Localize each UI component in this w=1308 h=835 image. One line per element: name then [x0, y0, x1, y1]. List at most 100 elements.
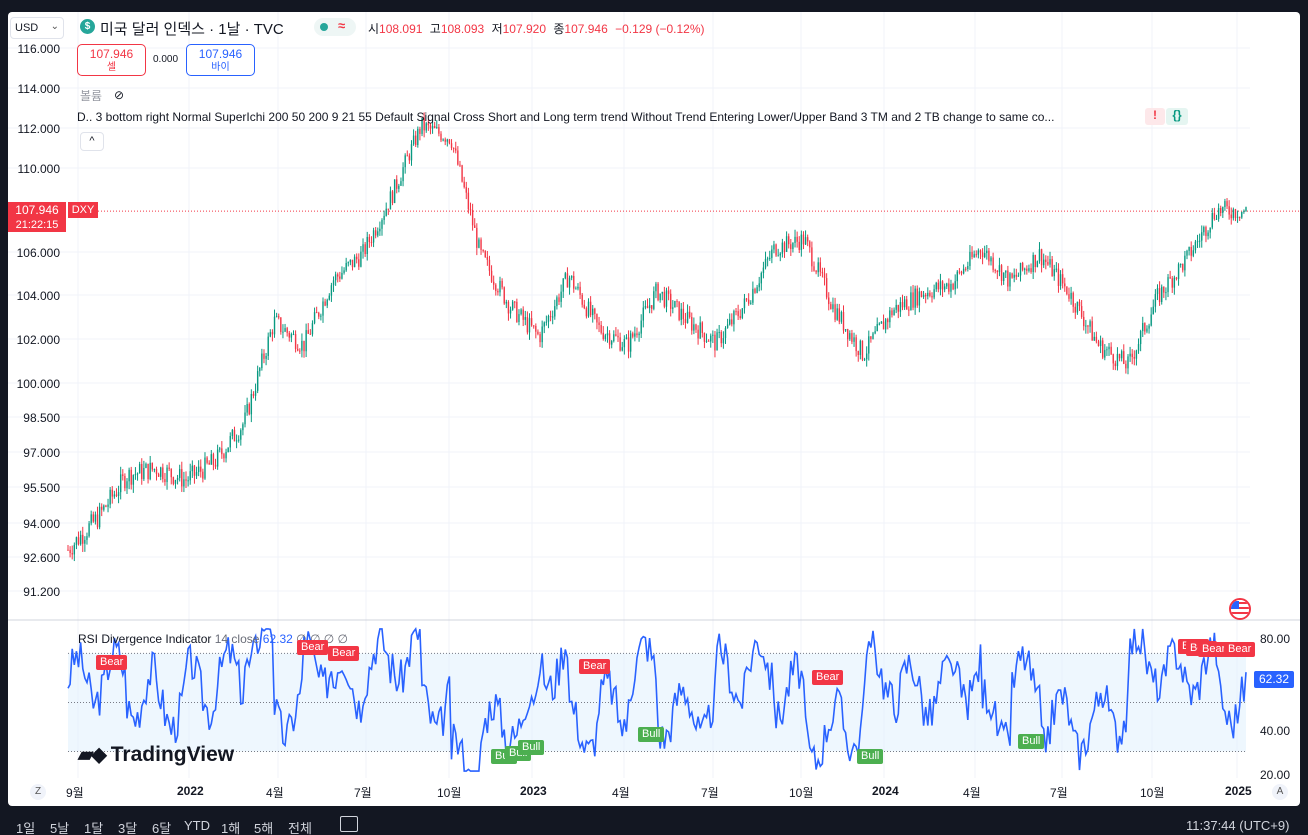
candle-body [343, 270, 345, 273]
candle-body [903, 299, 906, 308]
candle-body [117, 492, 120, 496]
candle-body [1171, 278, 1173, 288]
candle-body [356, 256, 358, 260]
sell-button[interactable]: 107.946 셀 [77, 44, 146, 76]
candle-body [1226, 201, 1228, 207]
time-axis[interactable]: Z 9월 2022 4월 7월 10월 2023 4월 7월 10월 2024 4월 7월 10월 202… [8, 778, 1300, 806]
candle-body [1059, 274, 1062, 286]
candle-body [674, 301, 676, 308]
candle-body [684, 319, 687, 323]
clock[interactable]: 11:37:44 (UTC+9) [1186, 818, 1290, 833]
candle-body [712, 334, 714, 336]
timeframe-button[interactable]: 5해 [254, 821, 274, 835]
candle-body [514, 301, 516, 303]
chart-canvas[interactable] [8, 12, 1300, 806]
timeframe-button[interactable]: 1달 [84, 821, 104, 835]
timeframe-button[interactable]: 3달 [118, 821, 138, 835]
calendar-range-icon[interactable] [340, 816, 358, 832]
candle-body [267, 336, 269, 356]
candle-body [178, 469, 181, 479]
volume-label[interactable]: 볼륨 [80, 89, 103, 103]
timeframe-button[interactable]: 1일 [16, 821, 36, 835]
candle-body [581, 294, 583, 305]
candle-body [455, 148, 457, 151]
timeframe-button[interactable]: 6달 [152, 821, 172, 835]
symbol-select[interactable]: USD ⌄ [10, 17, 64, 39]
candle-body [216, 449, 219, 467]
collapse-legend-button[interactable]: ^ [80, 132, 104, 151]
candle-body [729, 319, 731, 325]
candle-body [492, 281, 495, 285]
bear-signal: Bear [96, 655, 128, 670]
indicator-legend[interactable]: D.. 3 bottom right Normal SuperIchi 200 … [77, 110, 1055, 124]
dollar-icon: $ [80, 19, 95, 34]
candle-body [497, 290, 499, 293]
time-axis-label: 9월 [66, 786, 84, 800]
page-title[interactable]: 미국 달러 인덱스 · 1날 · TVC [100, 21, 284, 38]
candle-body [604, 335, 607, 339]
candle-body [200, 466, 202, 472]
last-price-tag: 107.946 21:22:15 DXY [8, 202, 98, 232]
candle-body [933, 289, 935, 298]
candle-body [130, 469, 132, 485]
timeframe-button[interactable]: 전체 [288, 821, 312, 835]
candle-body [606, 333, 609, 336]
candle-body [884, 319, 887, 330]
source-code-icon[interactable]: {} [1166, 108, 1188, 125]
candle-body [1118, 353, 1121, 359]
candle-body [754, 288, 756, 293]
candle-body [619, 337, 621, 351]
candle-body [1026, 268, 1028, 271]
candle-body [832, 304, 834, 310]
candle-body [406, 155, 408, 157]
timeframe-button[interactable]: YTD [184, 818, 210, 833]
eye-hidden-icon[interactable]: ⊘ [114, 88, 125, 102]
candle-body [893, 309, 895, 316]
buy-button[interactable]: 107.946 바이 [186, 44, 255, 76]
timeframe-button[interactable]: 1해 [221, 821, 241, 835]
candle-body [1104, 350, 1106, 358]
us-flag-icon[interactable] [1229, 598, 1251, 620]
tradingview-logo[interactable]: ▰◆ TradingView [78, 742, 234, 767]
buy-price: 107.946 [198, 47, 243, 61]
candle-body [1234, 209, 1237, 218]
candle-body [813, 266, 815, 271]
candle-body [600, 325, 602, 333]
error-badge-icon[interactable]: ! [1145, 108, 1165, 125]
candle-body [739, 316, 741, 318]
candle-body [349, 259, 352, 263]
candle-body [1205, 227, 1207, 237]
candle-body [625, 337, 628, 339]
candle-body [212, 454, 215, 465]
candle-body [1161, 286, 1163, 303]
candle-body [326, 299, 328, 306]
candle-body [733, 311, 735, 325]
auto-scale-icon[interactable]: A [1272, 784, 1288, 800]
candle-body [1114, 363, 1117, 367]
candle-body [1068, 294, 1070, 299]
sell-price: 107.946 [89, 47, 134, 61]
candle-body [476, 227, 478, 248]
market-status-pill[interactable]: ≈ [314, 18, 356, 36]
candle-body [98, 506, 101, 528]
candle-body [261, 353, 263, 369]
candle-body [438, 127, 440, 134]
timeframe-button[interactable]: 5날 [50, 821, 70, 835]
candle-body [115, 494, 118, 496]
candle-body [924, 294, 927, 297]
market-open-dot-icon [320, 23, 328, 31]
candle-body [482, 249, 484, 252]
candle-body [214, 464, 217, 467]
candle-body [471, 210, 474, 226]
candle-body [613, 334, 615, 342]
candle-body [1049, 259, 1051, 265]
zoom-toggle-icon[interactable]: Z [30, 784, 46, 800]
rsi-legend[interactable]: RSI Divergence Indicator 14 close 62.32 … [78, 632, 348, 646]
candle-body [362, 244, 364, 252]
candle-body [1232, 209, 1235, 219]
candle-body [134, 474, 137, 476]
candle-body [334, 274, 337, 281]
candle-body [954, 281, 956, 290]
candle-body [929, 292, 931, 296]
candle-body [651, 305, 653, 309]
